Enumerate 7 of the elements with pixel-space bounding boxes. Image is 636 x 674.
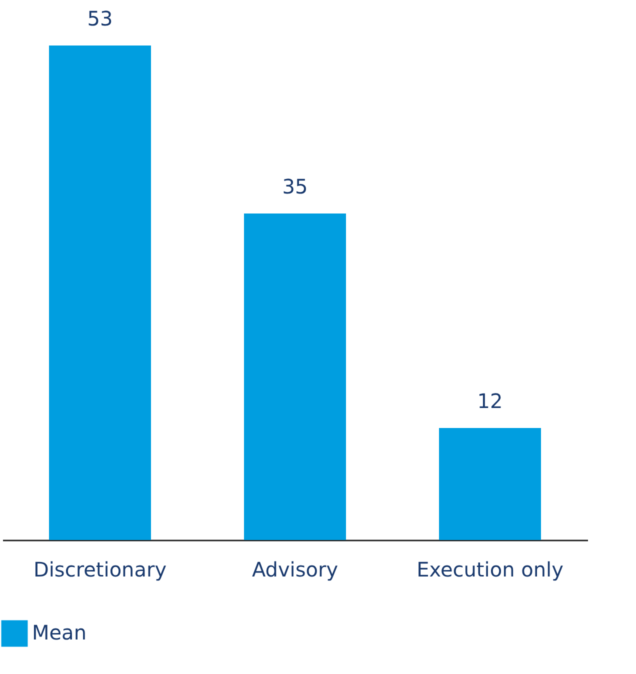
data-label: 12: [477, 389, 503, 414]
data-label: 53: [87, 6, 113, 30]
x-tick-label: Execution only: [416, 558, 564, 582]
x-tick-label: Advisory: [252, 558, 338, 582]
legend-label: Mean: [32, 620, 86, 644]
data-label: 35: [282, 174, 308, 198]
x-tick-label: Discretionary: [33, 558, 167, 582]
